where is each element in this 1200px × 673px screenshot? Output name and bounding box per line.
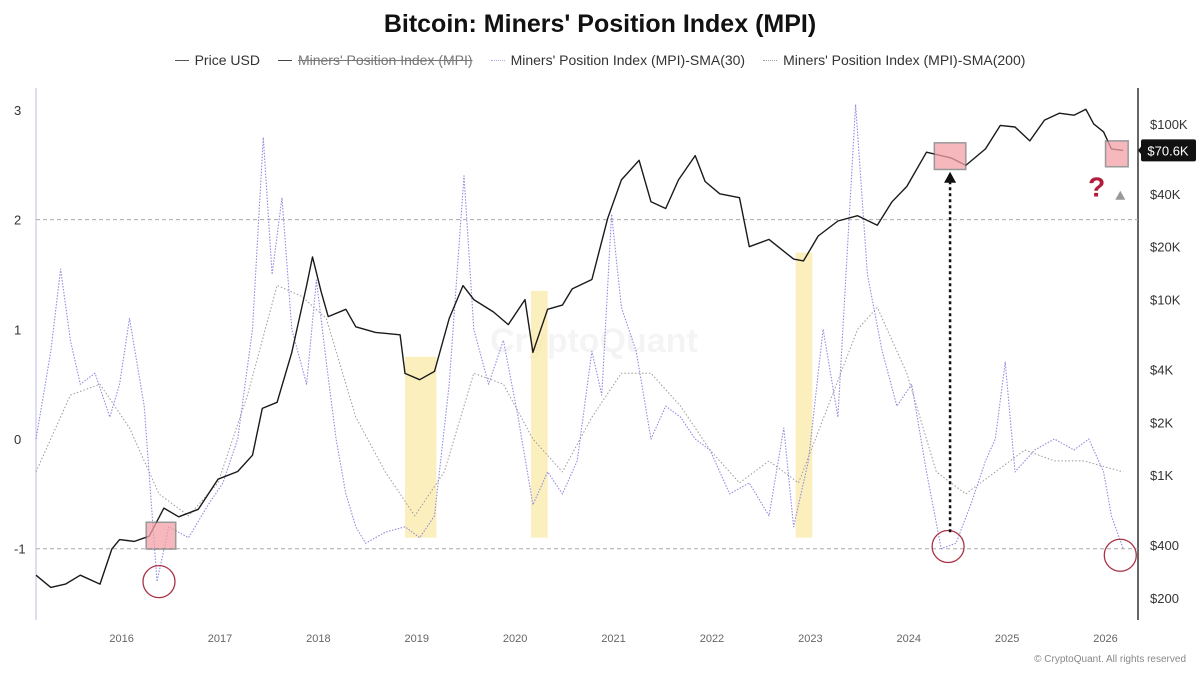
- legend-item-mpi-sma200[interactable]: Miners' Position Index (MPI)-SMA(200): [763, 52, 1025, 68]
- x-tick-label-10: 2026: [1093, 633, 1117, 645]
- highlight-band-1: [530, 290, 548, 538]
- red-box-2: [1104, 140, 1129, 168]
- legend: Price USD Miners' Position Index (MPI) M…: [0, 52, 1200, 68]
- left-tick-label-4: -1: [14, 542, 26, 557]
- right-tick-label-3: $10K: [1150, 293, 1181, 308]
- right-tick-label-1: $40K: [1150, 187, 1181, 202]
- dotted-arrow-head: [944, 171, 957, 183]
- legend-swatch-price: [174, 59, 189, 61]
- right-tick-label-8: $200: [1150, 591, 1179, 606]
- legend-label-mpi: Miners' Position Index (MPI): [297, 52, 473, 68]
- series-line-price: [35, 108, 1124, 589]
- series-line-mpi-sma30: [35, 103, 1124, 583]
- legend-item-price[interactable]: Price USD: [174, 52, 260, 68]
- chart-title: Bitcoin: Miners' Position Index (MPI): [383, 10, 817, 38]
- circle-marker-2: [1103, 538, 1137, 572]
- legend-swatch-mpi-sma200: [763, 59, 778, 61]
- circle-marker-0: [142, 564, 176, 599]
- legend-swatch-mpi: [277, 59, 292, 61]
- x-tick-label-8: 2024: [897, 633, 921, 645]
- legend-swatch-mpi-sma30: [490, 59, 505, 61]
- x-tick-label-1: 2017: [208, 633, 232, 645]
- question-mark-annotation: ?: [1088, 172, 1105, 203]
- small-arrowhead-annotation: [1115, 190, 1126, 200]
- watermark: CryptoQuant: [490, 322, 698, 361]
- right-tick-label-6: $1K: [1150, 468, 1173, 483]
- current-price-label-bg: [1141, 139, 1196, 162]
- highlight-band-0: [404, 356, 437, 538]
- left-tick-label-3: 0: [14, 432, 21, 447]
- current-price-label: $70.6K: [1147, 143, 1189, 158]
- legend-item-mpi-sma30[interactable]: Miners' Position Index (MPI)-SMA(30): [490, 52, 746, 68]
- series-line-mpi-sma200: [35, 284, 1124, 517]
- red-box-1: [933, 142, 967, 171]
- legend-item-mpi[interactable]: Miners' Position Index (MPI): [277, 52, 473, 68]
- x-tick-label-7: 2023: [798, 633, 822, 645]
- left-tick-label-1: 2: [14, 213, 21, 228]
- current-price-label-pointer: [1138, 145, 1142, 156]
- left-tick-label-2: 1: [14, 322, 21, 337]
- circle-marker-1: [931, 529, 965, 564]
- x-tick-label-3: 2019: [405, 633, 429, 645]
- x-tick-label-2: 2018: [306, 633, 330, 645]
- right-tick-label-2: $20K: [1150, 240, 1181, 255]
- x-tick-label-5: 2021: [601, 633, 625, 645]
- legend-label-price: Price USD: [194, 52, 260, 68]
- copyright-footer: © CryptoQuant. All rights reserved: [1034, 654, 1186, 665]
- legend-label-mpi-sma200: Miners' Position Index (MPI)-SMA(200): [783, 52, 1026, 68]
- red-box-0: [145, 521, 177, 550]
- right-tick-label-5: $2K: [1150, 415, 1173, 430]
- right-tick-label-7: $400: [1150, 538, 1179, 553]
- x-tick-label-4: 2020: [503, 633, 527, 645]
- highlight-band-2: [795, 252, 813, 538]
- legend-label-mpi-sma30: Miners' Position Index (MPI)-SMA(30): [510, 52, 746, 68]
- x-tick-label-9: 2025: [995, 633, 1019, 645]
- left-tick-label-0: 3: [14, 103, 21, 118]
- right-tick-label-0: $100K: [1150, 117, 1188, 132]
- x-tick-label-6: 2022: [700, 633, 724, 645]
- right-tick-label-4: $4K: [1150, 362, 1173, 377]
- x-tick-label-0: 2016: [109, 633, 133, 645]
